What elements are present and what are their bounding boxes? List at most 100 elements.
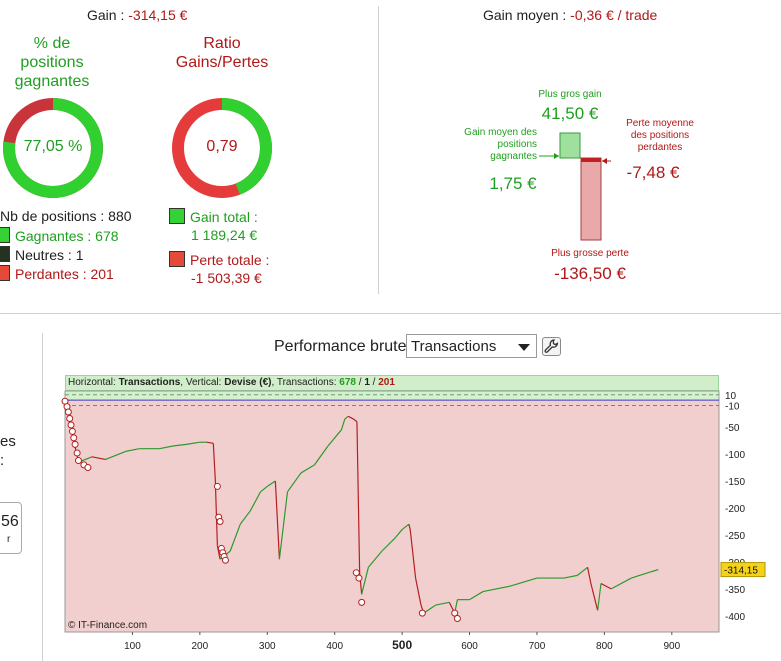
y-tick-label: -400: [725, 612, 745, 623]
legend-t-sep1: /: [355, 377, 365, 388]
loss-marker: [213, 482, 221, 490]
winning-swatch: [0, 227, 10, 243]
series-segment: [415, 577, 422, 606]
series-segment: [586, 567, 592, 584]
y-tick-label: -150: [725, 477, 745, 488]
series-segment: [408, 524, 411, 530]
y-tick-label: -100: [725, 450, 745, 461]
loss-marker: [358, 598, 366, 606]
ratio-title-line1: Ratio: [203, 35, 241, 52]
loss-zone: [65, 400, 719, 632]
series-segment: [340, 418, 346, 430]
series-segment: [260, 485, 268, 493]
loss-marker: [352, 569, 360, 577]
x-tick-label: 200: [192, 641, 209, 652]
series-segment: [278, 491, 289, 560]
ratio-value: 0,79: [206, 138, 238, 155]
series-segment: [159, 445, 173, 450]
pct-title-line1: % de: [33, 35, 71, 52]
series-segment: [469, 591, 484, 601]
series-segment: [577, 566, 588, 576]
avg-loss-arrow: [602, 158, 607, 164]
x-tick-label: 900: [663, 641, 680, 652]
ratio-title-line2: Gains/Pertes: [175, 54, 269, 71]
legend-t-neutral: 1: [364, 377, 370, 388]
biggest-gain-value: 41,50 €: [541, 104, 599, 123]
series-segment: [313, 445, 329, 466]
series-segment: [216, 545, 221, 560]
series-segment: [229, 523, 241, 552]
series-segment: [212, 443, 216, 482]
series-segment: [394, 529, 403, 539]
pct-title-line3: gagnantes: [14, 73, 90, 90]
total-gain: Gain total :: [169, 208, 258, 225]
avg-gain-label: Gain moyen :: [483, 7, 567, 23]
section-divider: [0, 313, 781, 314]
avg-loss-mark: [581, 158, 601, 162]
avg-winning-label: Gain moyen des positions gagnantes: [440, 127, 537, 163]
series-segment: [249, 491, 262, 511]
series-segment: [423, 604, 437, 614]
series-segment: [125, 448, 140, 452]
positions-winning-label: Gagnantes : 678: [15, 228, 119, 244]
settings-button[interactable]: [542, 337, 561, 356]
legend-v-label: , Vertical:: [180, 377, 222, 388]
series-segment: [597, 583, 602, 611]
avg-losing-value: -7,48 €: [626, 163, 680, 182]
total-loss-swatch: [169, 251, 185, 267]
series-segment: [482, 585, 511, 593]
x-tick-label: 800: [596, 641, 613, 652]
ratio-donut: 0,79: [172, 98, 272, 198]
loss-marker: [68, 427, 76, 435]
loss-marker: [221, 556, 229, 564]
series-segment: [401, 523, 410, 531]
loss-marker: [453, 615, 461, 623]
series-segment: [91, 456, 106, 461]
x-tick-label: 500: [392, 638, 412, 652]
loss-marker: [66, 414, 74, 422]
gain-header: Gain : -314,15 €: [87, 7, 187, 23]
legend-t-loss: 201: [378, 377, 395, 388]
x-tick-label: 400: [326, 641, 343, 652]
series-segment: [172, 443, 187, 447]
positions-neutral-label: Neutres : 1: [15, 247, 84, 263]
total-loss-value: -1 503,39 €: [191, 270, 262, 286]
left-fragment-c: 56: [1, 513, 19, 530]
series-segment: [409, 529, 417, 579]
series-segment: [509, 577, 538, 587]
loss-marker: [451, 609, 459, 617]
biggest-loss-label: Plus grosse perte: [551, 248, 629, 259]
loss-marker: [71, 440, 79, 448]
series-segment: [274, 481, 281, 560]
biggest-gain-bar: [559, 132, 581, 159]
left-fragment-a: es: [0, 433, 16, 450]
loss-marker: [216, 517, 224, 525]
neutral-swatch: [0, 246, 10, 262]
pct-winning-title: % de positions gagnantes: [0, 34, 104, 91]
performance-select[interactable]: Transactions: [406, 334, 537, 358]
total-gain-label: Gain total :: [190, 209, 258, 225]
loss-marker: [70, 434, 78, 442]
watermark: © IT-Finance.com: [68, 620, 148, 631]
series-segment: [266, 480, 276, 487]
gain-zone: [65, 391, 719, 401]
gain-loss-bars: [539, 132, 611, 241]
biggest-loss-value: -136,50 €: [554, 264, 626, 283]
series-segment: [590, 583, 599, 611]
performance-select-value: Transactions: [411, 338, 497, 355]
legend-t-sep2: /: [369, 377, 379, 388]
performance-label: Performance brute: [274, 338, 407, 355]
series-segment: [367, 550, 383, 568]
total-loss-label: Perte totale :: [190, 252, 270, 268]
chevron-down-icon[interactable]: [518, 344, 530, 351]
series-segment: [381, 537, 396, 552]
left-fragment-box[interactable]: 56 r: [0, 502, 22, 554]
series-segment: [600, 582, 612, 590]
avg-losing-label-line3: perdantes: [637, 142, 683, 153]
loss-marker: [74, 457, 82, 465]
series-segment: [206, 441, 214, 444]
legend-h-label: Horizontal:: [68, 377, 116, 388]
positions-winning: Gagnantes : 678: [0, 227, 119, 244]
ratio-title: Ratio Gains/Pertes: [170, 34, 274, 72]
